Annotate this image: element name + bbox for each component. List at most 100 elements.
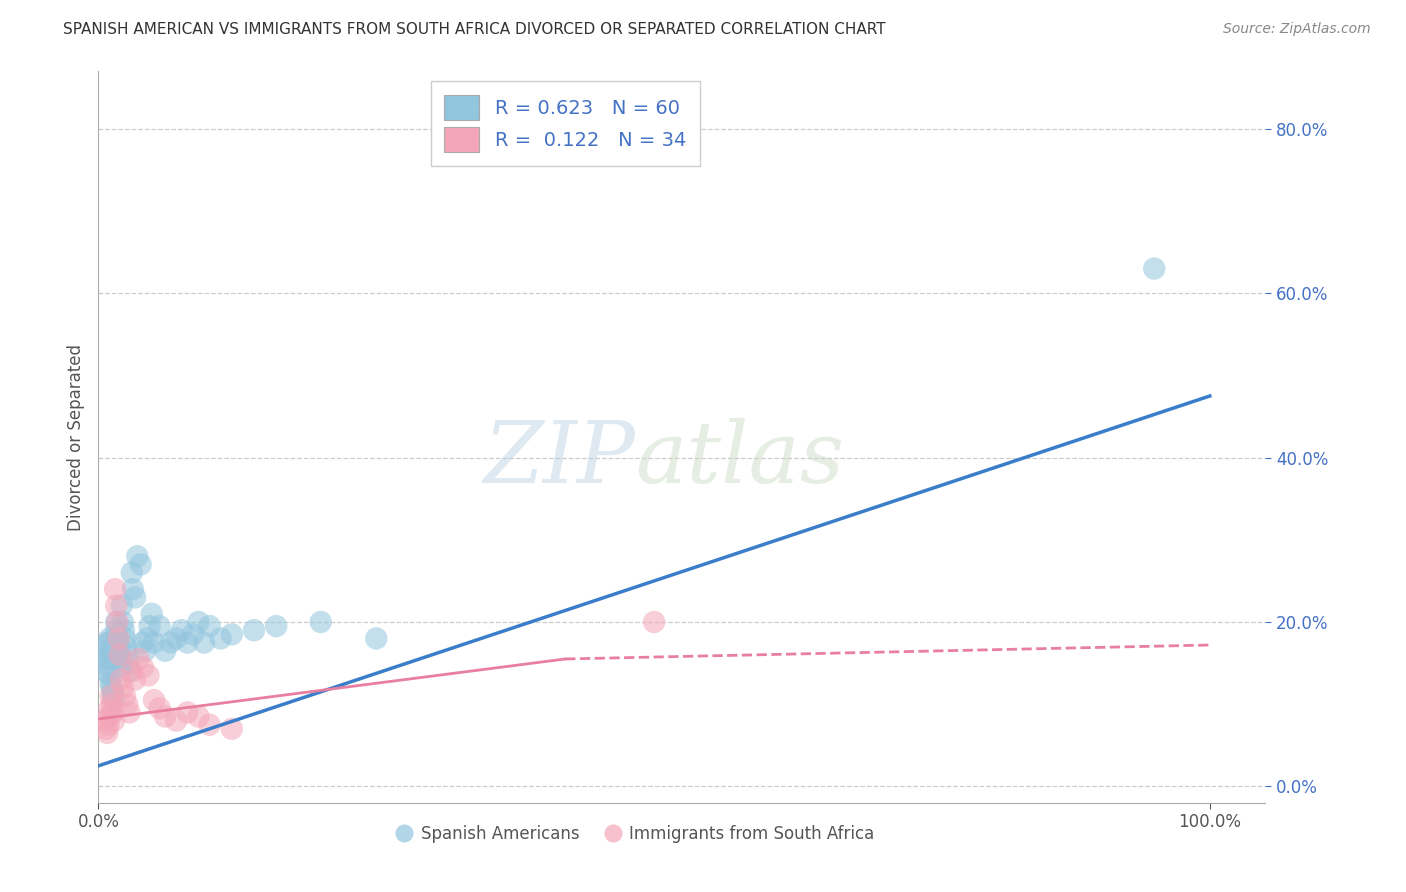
Point	[111, 615, 134, 629]
Point	[118, 706, 141, 720]
Point	[111, 599, 134, 613]
Point	[117, 697, 139, 711]
Point	[243, 624, 266, 638]
Point	[96, 726, 118, 740]
Point	[134, 644, 156, 658]
Point	[100, 697, 122, 711]
Point	[115, 640, 138, 654]
Point	[108, 648, 131, 662]
Point	[107, 640, 129, 654]
Point	[98, 635, 121, 649]
Point	[96, 722, 118, 736]
Point	[366, 632, 388, 646]
Point	[100, 689, 122, 703]
Point	[148, 619, 170, 633]
Point	[93, 652, 115, 666]
Point	[221, 627, 243, 641]
Point	[209, 632, 232, 646]
Point	[127, 549, 149, 564]
Point	[148, 701, 170, 715]
Point	[118, 665, 141, 679]
Point	[193, 635, 215, 649]
Point	[198, 619, 221, 633]
Point	[127, 652, 149, 666]
Point	[98, 644, 121, 658]
Point	[104, 582, 127, 596]
Legend: Spanish Americans, Immigrants from South Africa: Spanish Americans, Immigrants from South…	[389, 818, 882, 849]
Point	[100, 681, 122, 695]
Point	[101, 685, 124, 699]
Point	[108, 648, 131, 662]
Point	[111, 681, 134, 695]
Point	[153, 644, 176, 658]
Point	[103, 693, 125, 707]
Point	[105, 624, 128, 638]
Point	[129, 558, 152, 572]
Point	[98, 652, 121, 666]
Point	[132, 635, 155, 649]
Point	[136, 632, 159, 646]
Point	[105, 615, 128, 629]
Point	[103, 714, 125, 728]
Point	[98, 709, 121, 723]
Point	[165, 714, 187, 728]
Point	[98, 632, 121, 646]
Text: SPANISH AMERICAN VS IMMIGRANTS FROM SOUTH AFRICA DIVORCED OR SEPARATED CORRELATI: SPANISH AMERICAN VS IMMIGRANTS FROM SOUT…	[63, 22, 886, 37]
Point	[93, 714, 115, 728]
Point	[101, 706, 124, 720]
Point	[309, 615, 332, 629]
Point	[96, 635, 118, 649]
Point	[104, 635, 127, 649]
Point	[643, 615, 665, 629]
Point	[1143, 261, 1166, 276]
Point	[98, 660, 121, 674]
Point	[98, 701, 121, 715]
Point	[187, 709, 209, 723]
Point	[112, 624, 135, 638]
Point	[110, 673, 132, 687]
Text: Source: ZipAtlas.com: Source: ZipAtlas.com	[1223, 22, 1371, 37]
Point	[176, 706, 198, 720]
Point	[117, 648, 139, 662]
Point	[97, 648, 120, 662]
Point	[107, 632, 129, 646]
Point	[110, 660, 132, 674]
Point	[124, 591, 146, 605]
Text: atlas: atlas	[636, 417, 845, 500]
Point	[138, 619, 160, 633]
Point	[264, 619, 287, 633]
Point	[141, 607, 163, 621]
Point	[114, 632, 136, 646]
Point	[110, 652, 132, 666]
Point	[132, 660, 155, 674]
Point	[121, 665, 143, 679]
Point	[96, 665, 118, 679]
Point	[143, 635, 166, 649]
Text: ZIP: ZIP	[484, 417, 636, 500]
Point	[187, 615, 209, 629]
Point	[181, 627, 204, 641]
Point	[97, 717, 120, 731]
Point	[122, 582, 145, 596]
Point	[114, 689, 136, 703]
Point	[176, 635, 198, 649]
Point	[98, 668, 121, 682]
Point	[198, 717, 221, 731]
Point	[101, 689, 124, 703]
Point	[153, 709, 176, 723]
Point	[159, 635, 181, 649]
Point	[117, 656, 139, 670]
Point	[138, 668, 160, 682]
Point	[105, 632, 128, 646]
Point	[143, 693, 166, 707]
Point	[100, 676, 122, 690]
Point	[221, 722, 243, 736]
Point	[170, 624, 193, 638]
Point	[105, 599, 128, 613]
Point	[105, 615, 128, 629]
Point	[165, 632, 187, 646]
Point	[124, 673, 146, 687]
Point	[121, 566, 143, 580]
Y-axis label: Divorced or Separated: Divorced or Separated	[66, 343, 84, 531]
Point	[104, 644, 127, 658]
